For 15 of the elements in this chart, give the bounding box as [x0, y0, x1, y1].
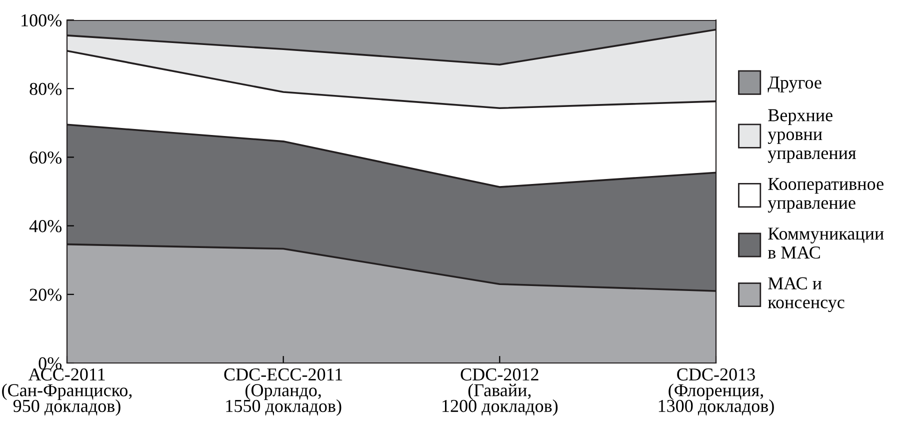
- y-tick-label: 20%: [30, 288, 62, 301]
- legend-label: Кооперативное управление: [768, 178, 884, 213]
- x-tick-label: CDC-2013 (Флоренция, 1300 докладов): [658, 368, 774, 416]
- y-tick-label: 100%: [22, 14, 62, 26]
- x-tick-label: CDC-ECC-2011 (Орландо, 1550 докладов): [224, 368, 342, 416]
- x-tick-label: CDC-2012 (Гавайи, 1200 докладов): [442, 368, 558, 416]
- y-tick-label: 60%: [30, 151, 62, 164]
- legend-label: Верхние уровни управления: [768, 109, 856, 163]
- y-tick-label: 0%: [38, 357, 62, 370]
- y-tick-label: 40%: [29, 220, 62, 232]
- y-tick-label: 80%: [30, 82, 62, 96]
- legend-label: Коммуникации в МАС: [768, 228, 884, 259]
- legend-label: МАС и консенсус: [768, 277, 844, 312]
- legend-label: Другое: [768, 76, 822, 92]
- x-tick-label: АСС-2011 (Сан-Франциско, 950 докладов): [2, 368, 132, 416]
